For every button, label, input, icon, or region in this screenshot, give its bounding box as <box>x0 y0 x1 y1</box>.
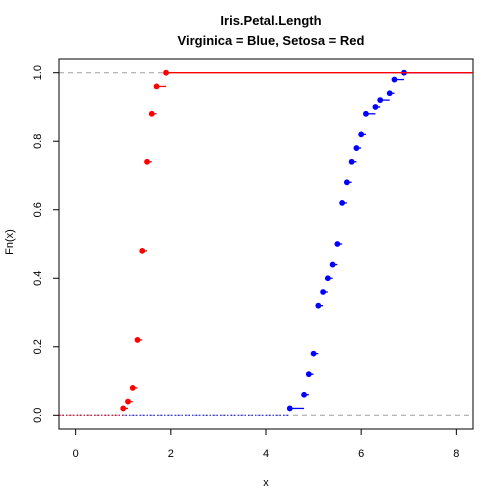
ecdf-point <box>339 199 346 206</box>
ecdf-point <box>315 302 322 309</box>
ecdf-point <box>153 83 160 90</box>
x-tick-label: 6 <box>358 448 364 460</box>
ecdf-point <box>310 350 317 357</box>
x-tick-label: 0 <box>73 448 79 460</box>
ecdf-point <box>363 110 369 117</box>
y-tick-label: 0.6 <box>32 202 44 217</box>
x-tick-label: 2 <box>168 448 174 460</box>
y-tick-label: 0.4 <box>32 271 44 286</box>
ecdf-point <box>329 261 336 268</box>
x-tick-label: 4 <box>263 448 269 460</box>
y-tick-label: 0.8 <box>32 134 44 149</box>
ecdf-point <box>353 145 360 151</box>
x-axis-label: x <box>263 477 269 489</box>
chart-title: Iris.Petal.Length <box>220 13 321 28</box>
x-tick-label: 8 <box>453 448 459 460</box>
ecdf-point <box>129 384 136 391</box>
ecdf-point <box>139 247 146 254</box>
ecdf-point <box>391 76 398 83</box>
ecdf-point <box>377 97 384 104</box>
y-tick-label: 0.0 <box>32 408 44 423</box>
ecdf-point <box>286 405 293 412</box>
ecdf-point <box>372 104 379 110</box>
ecdf-point <box>125 398 131 405</box>
ecdf-point <box>343 179 350 186</box>
plot-area: 0 2 4 6 8 0.0 0.2 0.4 0.6 0.8 1.0 <box>32 58 474 460</box>
ecdf-point <box>144 158 150 165</box>
ecdf-point <box>134 337 141 343</box>
ecdf-point <box>305 371 312 378</box>
ecdf-point <box>320 289 327 295</box>
ecdf-point <box>148 110 155 117</box>
ecdf-point <box>334 241 341 247</box>
ecdf-point <box>120 405 127 412</box>
y-axis-label: Fn(x) <box>4 229 16 255</box>
ecdf-point <box>301 391 307 398</box>
y-tick-label: 0.2 <box>32 339 44 354</box>
plot-frame <box>58 58 474 430</box>
chart-subtitle: Virginica = Blue, Setosa = Red <box>178 33 365 48</box>
y-tick-label: 1.0 <box>32 65 44 80</box>
ecdf-point <box>324 275 331 282</box>
ecdf-point <box>358 131 365 138</box>
ecdf-point <box>348 158 355 165</box>
ecdf-point <box>386 90 393 97</box>
ecdf-point <box>163 69 169 76</box>
